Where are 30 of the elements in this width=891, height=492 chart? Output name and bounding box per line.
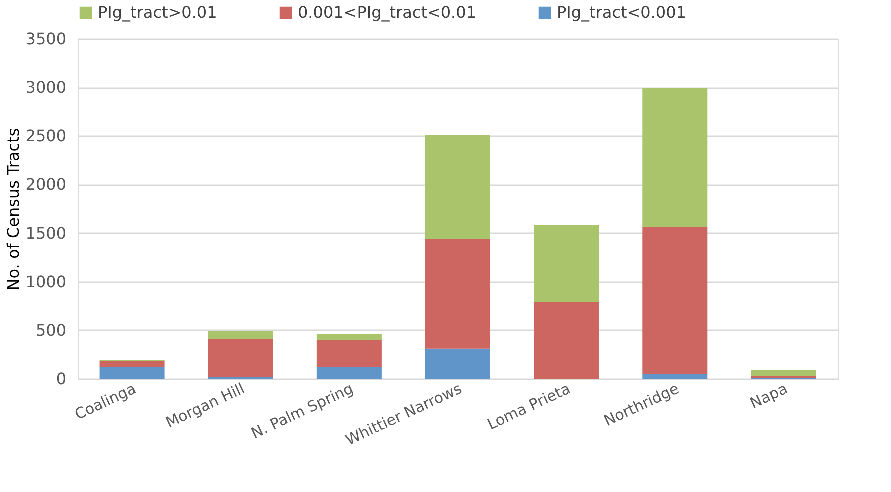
y-tick-label: 2500 (26, 126, 66, 146)
bar (208, 331, 274, 340)
bar (534, 226, 600, 302)
bar (642, 88, 708, 228)
bar (100, 367, 165, 379)
legend-label: 0.001<PIg_tract<0.01 (298, 3, 476, 22)
bar (208, 339, 274, 378)
y-tick-label: 1000 (26, 272, 66, 292)
bar (316, 367, 382, 379)
legend-label: PIg_tract>0.01 (98, 3, 218, 22)
y-tick-label: 3500 (26, 30, 66, 48)
bar (751, 370, 816, 376)
x-tick-label: Napa (747, 380, 790, 413)
bar (426, 239, 490, 349)
y-tick-label: 1500 (26, 224, 66, 243)
x-tick-label: Loma Prieta (484, 380, 574, 434)
bar (534, 302, 600, 379)
bar (426, 135, 490, 240)
y-tick-label: 2000 (26, 175, 66, 194)
bar (642, 227, 708, 374)
bar (316, 340, 382, 368)
bar (100, 362, 165, 368)
y-tick-label: 3000 (26, 78, 66, 98)
bar (316, 334, 382, 340)
legend-label: PIg_tract<0.001 (557, 3, 686, 22)
bar (642, 374, 708, 379)
y-axis-title: No. of Census Tracts (4, 128, 23, 291)
bar (426, 348, 490, 379)
y-tick-label: 0 (56, 370, 66, 388)
y-tick-label: 500 (36, 320, 66, 340)
